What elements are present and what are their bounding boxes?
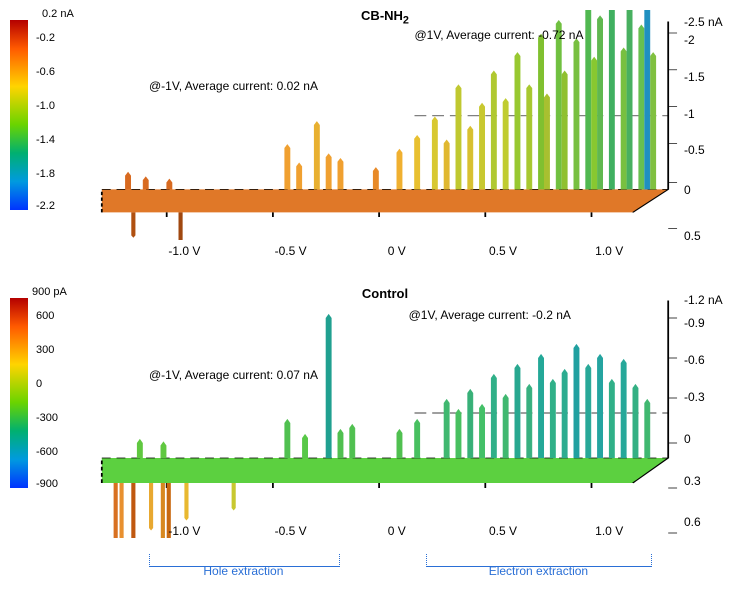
plot-svg-cbnh2 <box>90 10 680 240</box>
colorbar-max-label: 0.2 nA <box>42 8 74 20</box>
electron-extraction-label: Electron extraction <box>489 564 588 578</box>
plot-control: Control @-1V, Average current: 0.07 nA @… <box>90 288 680 538</box>
panel-control: 900 pA 600 300 0 -300 -600 -900 Control … <box>10 288 740 568</box>
plot-svg-control <box>90 288 680 538</box>
yaxis-cbnh2: -2.5 nA -2 -1.5 -1 -0.5 0 0.5 <box>684 10 740 240</box>
hole-extraction-label: Hole extraction <box>203 564 283 578</box>
yaxis-title-control: -1.2 nA <box>684 293 738 307</box>
yaxis-title-cbnh2: -2.5 nA <box>684 15 738 29</box>
yaxis-control: -1.2 nA -0.9 -0.6 -0.3 0 0.3 0.6 <box>684 288 740 520</box>
xaxis-control: -1.0 V -0.5 V 0 V 0.5 V 1.0 V <box>90 524 680 540</box>
annot-neg1v-control: @-1V, Average current: 0.07 nA <box>149 368 318 382</box>
colorbar-control <box>10 298 28 488</box>
annot-1v-control: @1V, Average current: -0.2 nA <box>409 308 571 322</box>
extraction-labels: Hole extraction Electron extraction <box>90 554 680 574</box>
colorbar-cbnh2 <box>10 20 28 210</box>
colorbar-max-label: 900 pA <box>32 286 67 298</box>
panel-cbnh2: 0.2 nA -0.2 -0.6 -1.0 -1.4 -1.8 -2.2 CB-… <box>10 10 740 270</box>
plot-cbnh2: CB-NH2 @-1V, Average current: 0.02 nA @1… <box>90 10 680 240</box>
annot-neg1v-cbnh2: @-1V, Average current: 0.02 nA <box>149 79 318 93</box>
xaxis-cbnh2: -1.0 V -0.5 V 0 V 0.5 V 1.0 V <box>90 244 680 260</box>
annot-1v-cbnh2: @1V, Average current: -0.72 nA <box>415 28 584 42</box>
